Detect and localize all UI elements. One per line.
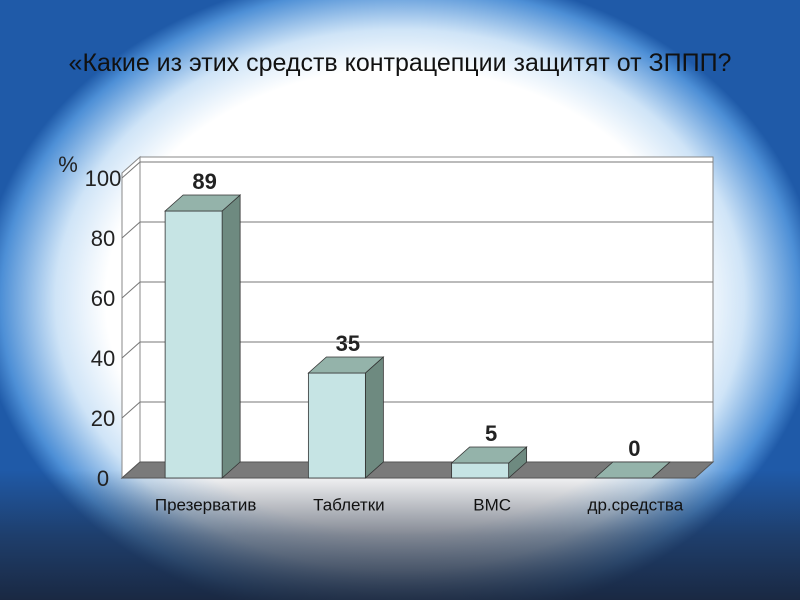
value-label: 5 <box>485 421 497 446</box>
y-tick-label: 40 <box>91 346 115 371</box>
bar-side <box>221 194 241 479</box>
x-tick-label: Таблетки <box>313 495 385 514</box>
x-tick-label: ВМС <box>473 495 511 514</box>
value-label: 0 <box>628 436 640 461</box>
value-label: 35 <box>336 331 360 356</box>
bar <box>307 372 366 479</box>
grid-line <box>121 401 713 419</box>
bar-top <box>307 356 385 374</box>
bar-top <box>450 446 528 464</box>
y-tick-label: 0 <box>97 466 109 491</box>
bar-top <box>593 461 671 479</box>
y-tick-label: 80 <box>91 226 115 251</box>
bar <box>451 462 510 479</box>
x-tick-label: Презерватив <box>155 495 257 514</box>
chart-title: «Какие из этих средств контрацепции защи… <box>68 49 732 77</box>
bar-top <box>164 194 242 212</box>
side-wall <box>121 155 141 480</box>
grid-line <box>121 221 713 239</box>
x-tick-label: др.средства <box>588 495 684 514</box>
grid-line <box>121 161 713 179</box>
y-tick-label: 60 <box>91 286 115 311</box>
bar <box>164 210 223 479</box>
silhouette-band <box>0 470 800 600</box>
grid-line <box>121 341 713 359</box>
y-tick-label: 100 <box>85 166 122 191</box>
bar-side <box>364 356 384 479</box>
y-axis-label: % <box>58 152 78 177</box>
value-label: 89 <box>192 169 216 194</box>
y-tick-label: 20 <box>91 406 115 431</box>
grid-line <box>121 281 713 299</box>
